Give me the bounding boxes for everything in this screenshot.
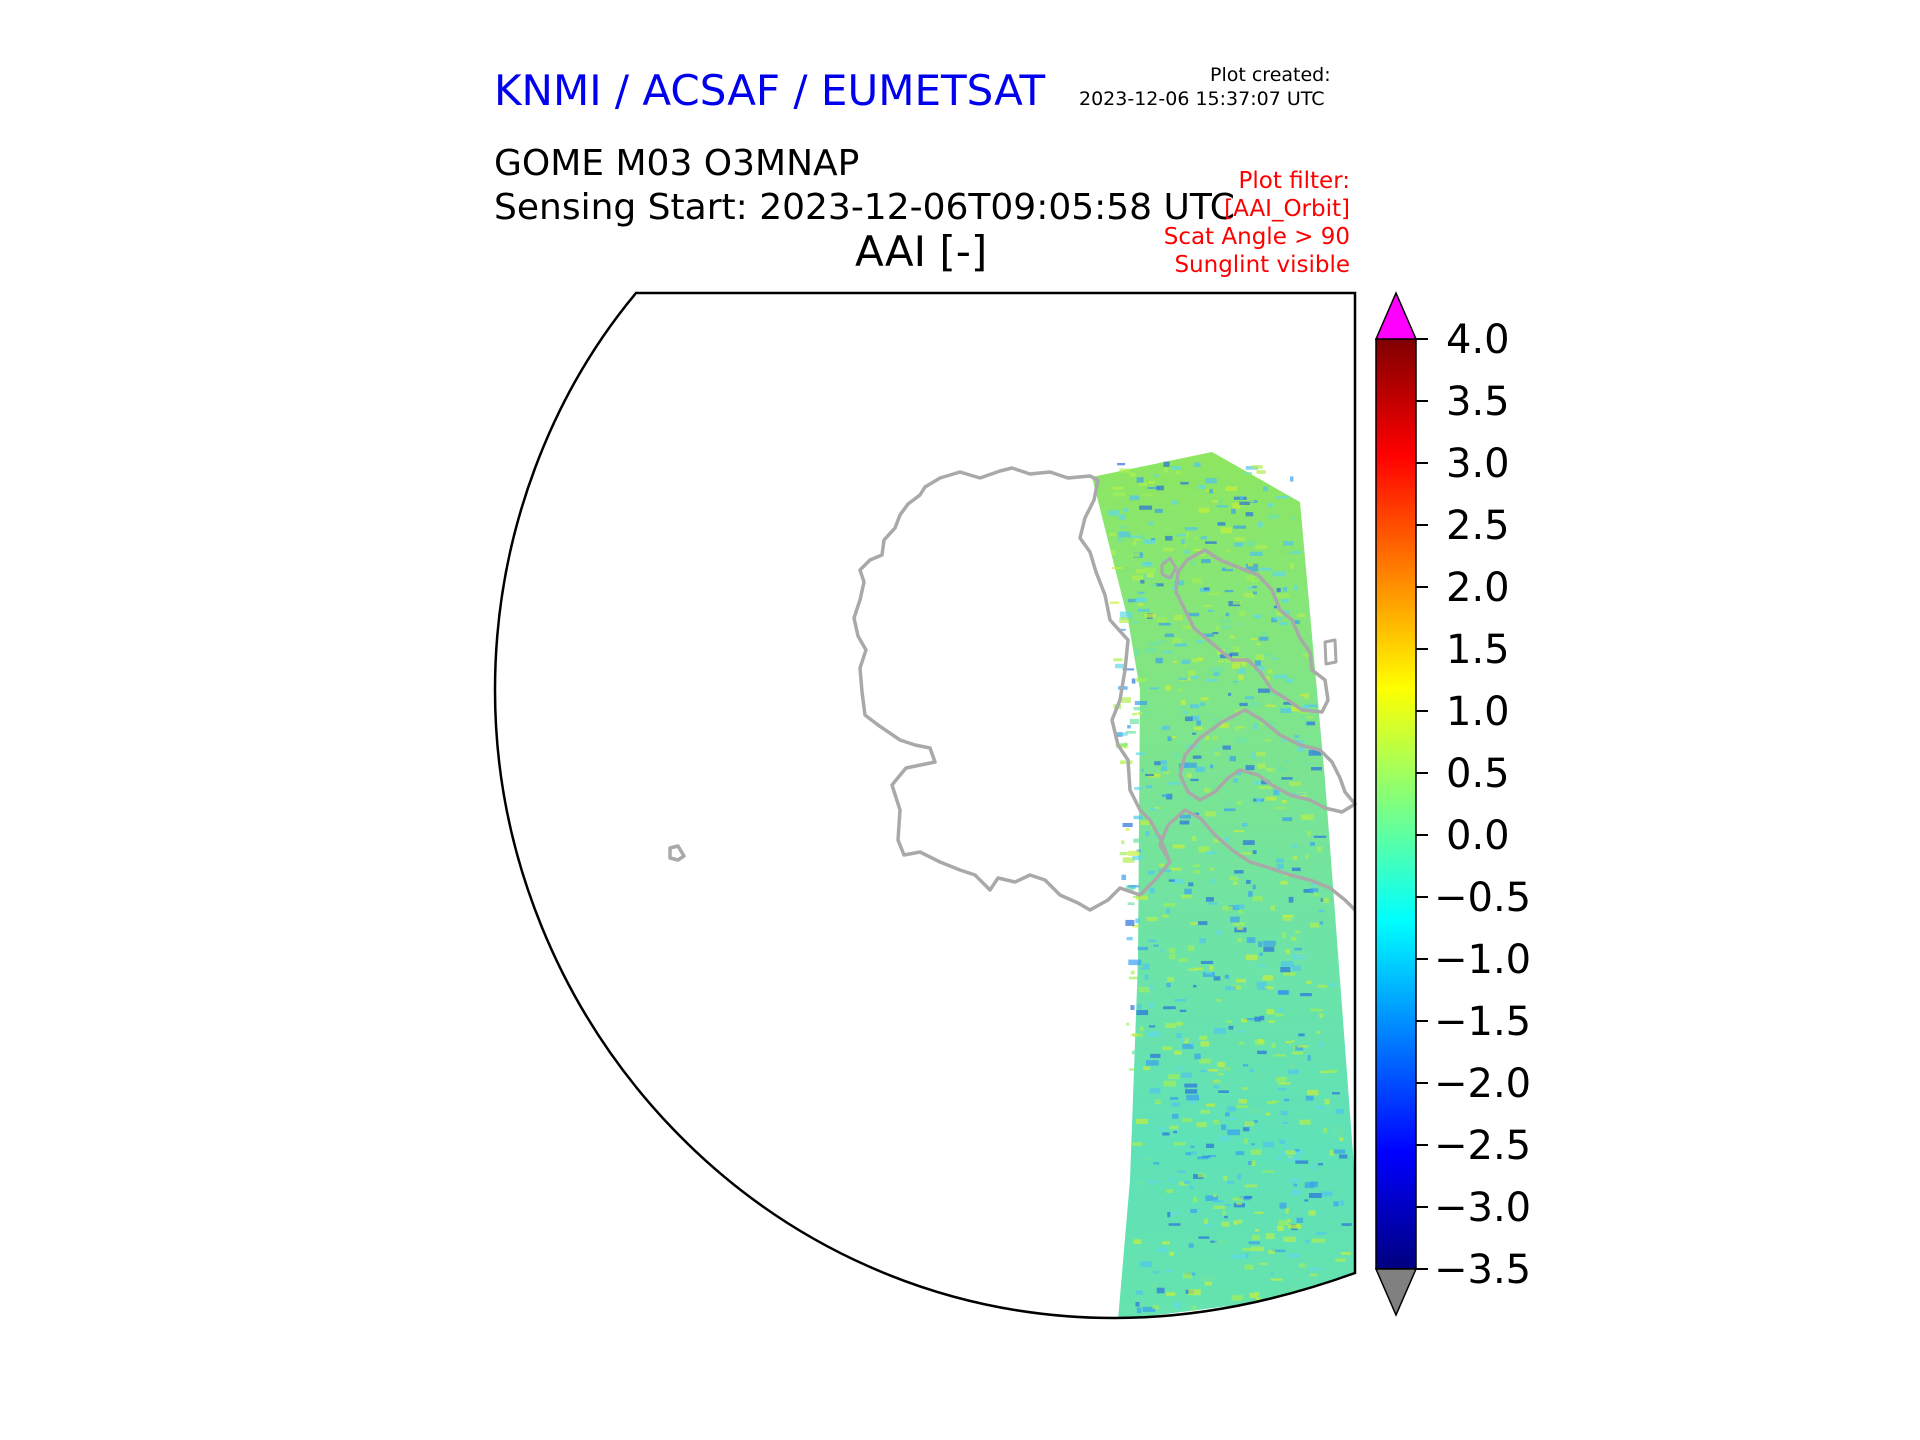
ellesmere-coastline [1174, 548, 1330, 714]
svalbard-coastline [668, 844, 686, 862]
colorbar-tick-label: 1.5 [1446, 627, 1510, 673]
variable-title: AAI [-] [855, 227, 988, 276]
map-boundary [493, 291, 1357, 1320]
agency-title: KNMI / ACSAF / EUMETSAT [494, 66, 1046, 115]
colorbar-tick-label: −3.5 [1434, 1247, 1531, 1293]
colorbar-tick-label: −0.5 [1434, 875, 1531, 921]
plot-filter-label: Plot filter: [1238, 168, 1350, 194]
baffin-coastline [1178, 708, 1357, 814]
sensing-start: Sensing Start: 2023-12-06T09:05:58 UTC [494, 187, 1235, 228]
colorbar-under-triangle [1374, 1268, 1418, 1317]
colorbar-tick-label: 1.0 [1446, 689, 1510, 735]
plot-filter-orbit: [AAI_Orbit] [1224, 196, 1350, 222]
plot-created-label: Plot created: [1210, 64, 1331, 86]
small-island-coastline [1160, 556, 1338, 666]
colorbar-tick-label: 2.0 [1446, 565, 1510, 611]
product-name: GOME M03 O3MNAP [494, 143, 860, 184]
colorbar-tick-label: −3.0 [1434, 1185, 1531, 1231]
colorbar-tick-label: 4.0 [1446, 317, 1510, 363]
plot-filter-scat-angle: Scat Angle > 90 [1163, 224, 1350, 250]
colorbar-gradient [1375, 338, 1417, 1270]
colorbar-tick-label: −2.5 [1434, 1123, 1531, 1169]
colorbar-tick-label: 3.0 [1446, 441, 1510, 487]
colorbar-tick-label: −1.5 [1434, 999, 1531, 1045]
colorbar-tick-label: 3.5 [1446, 379, 1510, 425]
colorbar-tick-label: −2.0 [1434, 1061, 1531, 1107]
colorbar-tick-label: 2.5 [1446, 503, 1510, 549]
colorbar-tick-label: −1.0 [1434, 937, 1531, 983]
colorbar-tick-label: 0.5 [1446, 751, 1510, 797]
colorbar-over-triangle [1374, 291, 1418, 340]
plot-created-time: 2023-12-06 15:37:07 UTC [1079, 88, 1325, 110]
greenland-coastline [852, 466, 1172, 912]
colorbar-tick-label: 0.0 [1446, 813, 1510, 859]
plot-filter-sunglint: Sunglint visible [1174, 252, 1350, 278]
canada-mainland-coastline [1158, 808, 1357, 912]
